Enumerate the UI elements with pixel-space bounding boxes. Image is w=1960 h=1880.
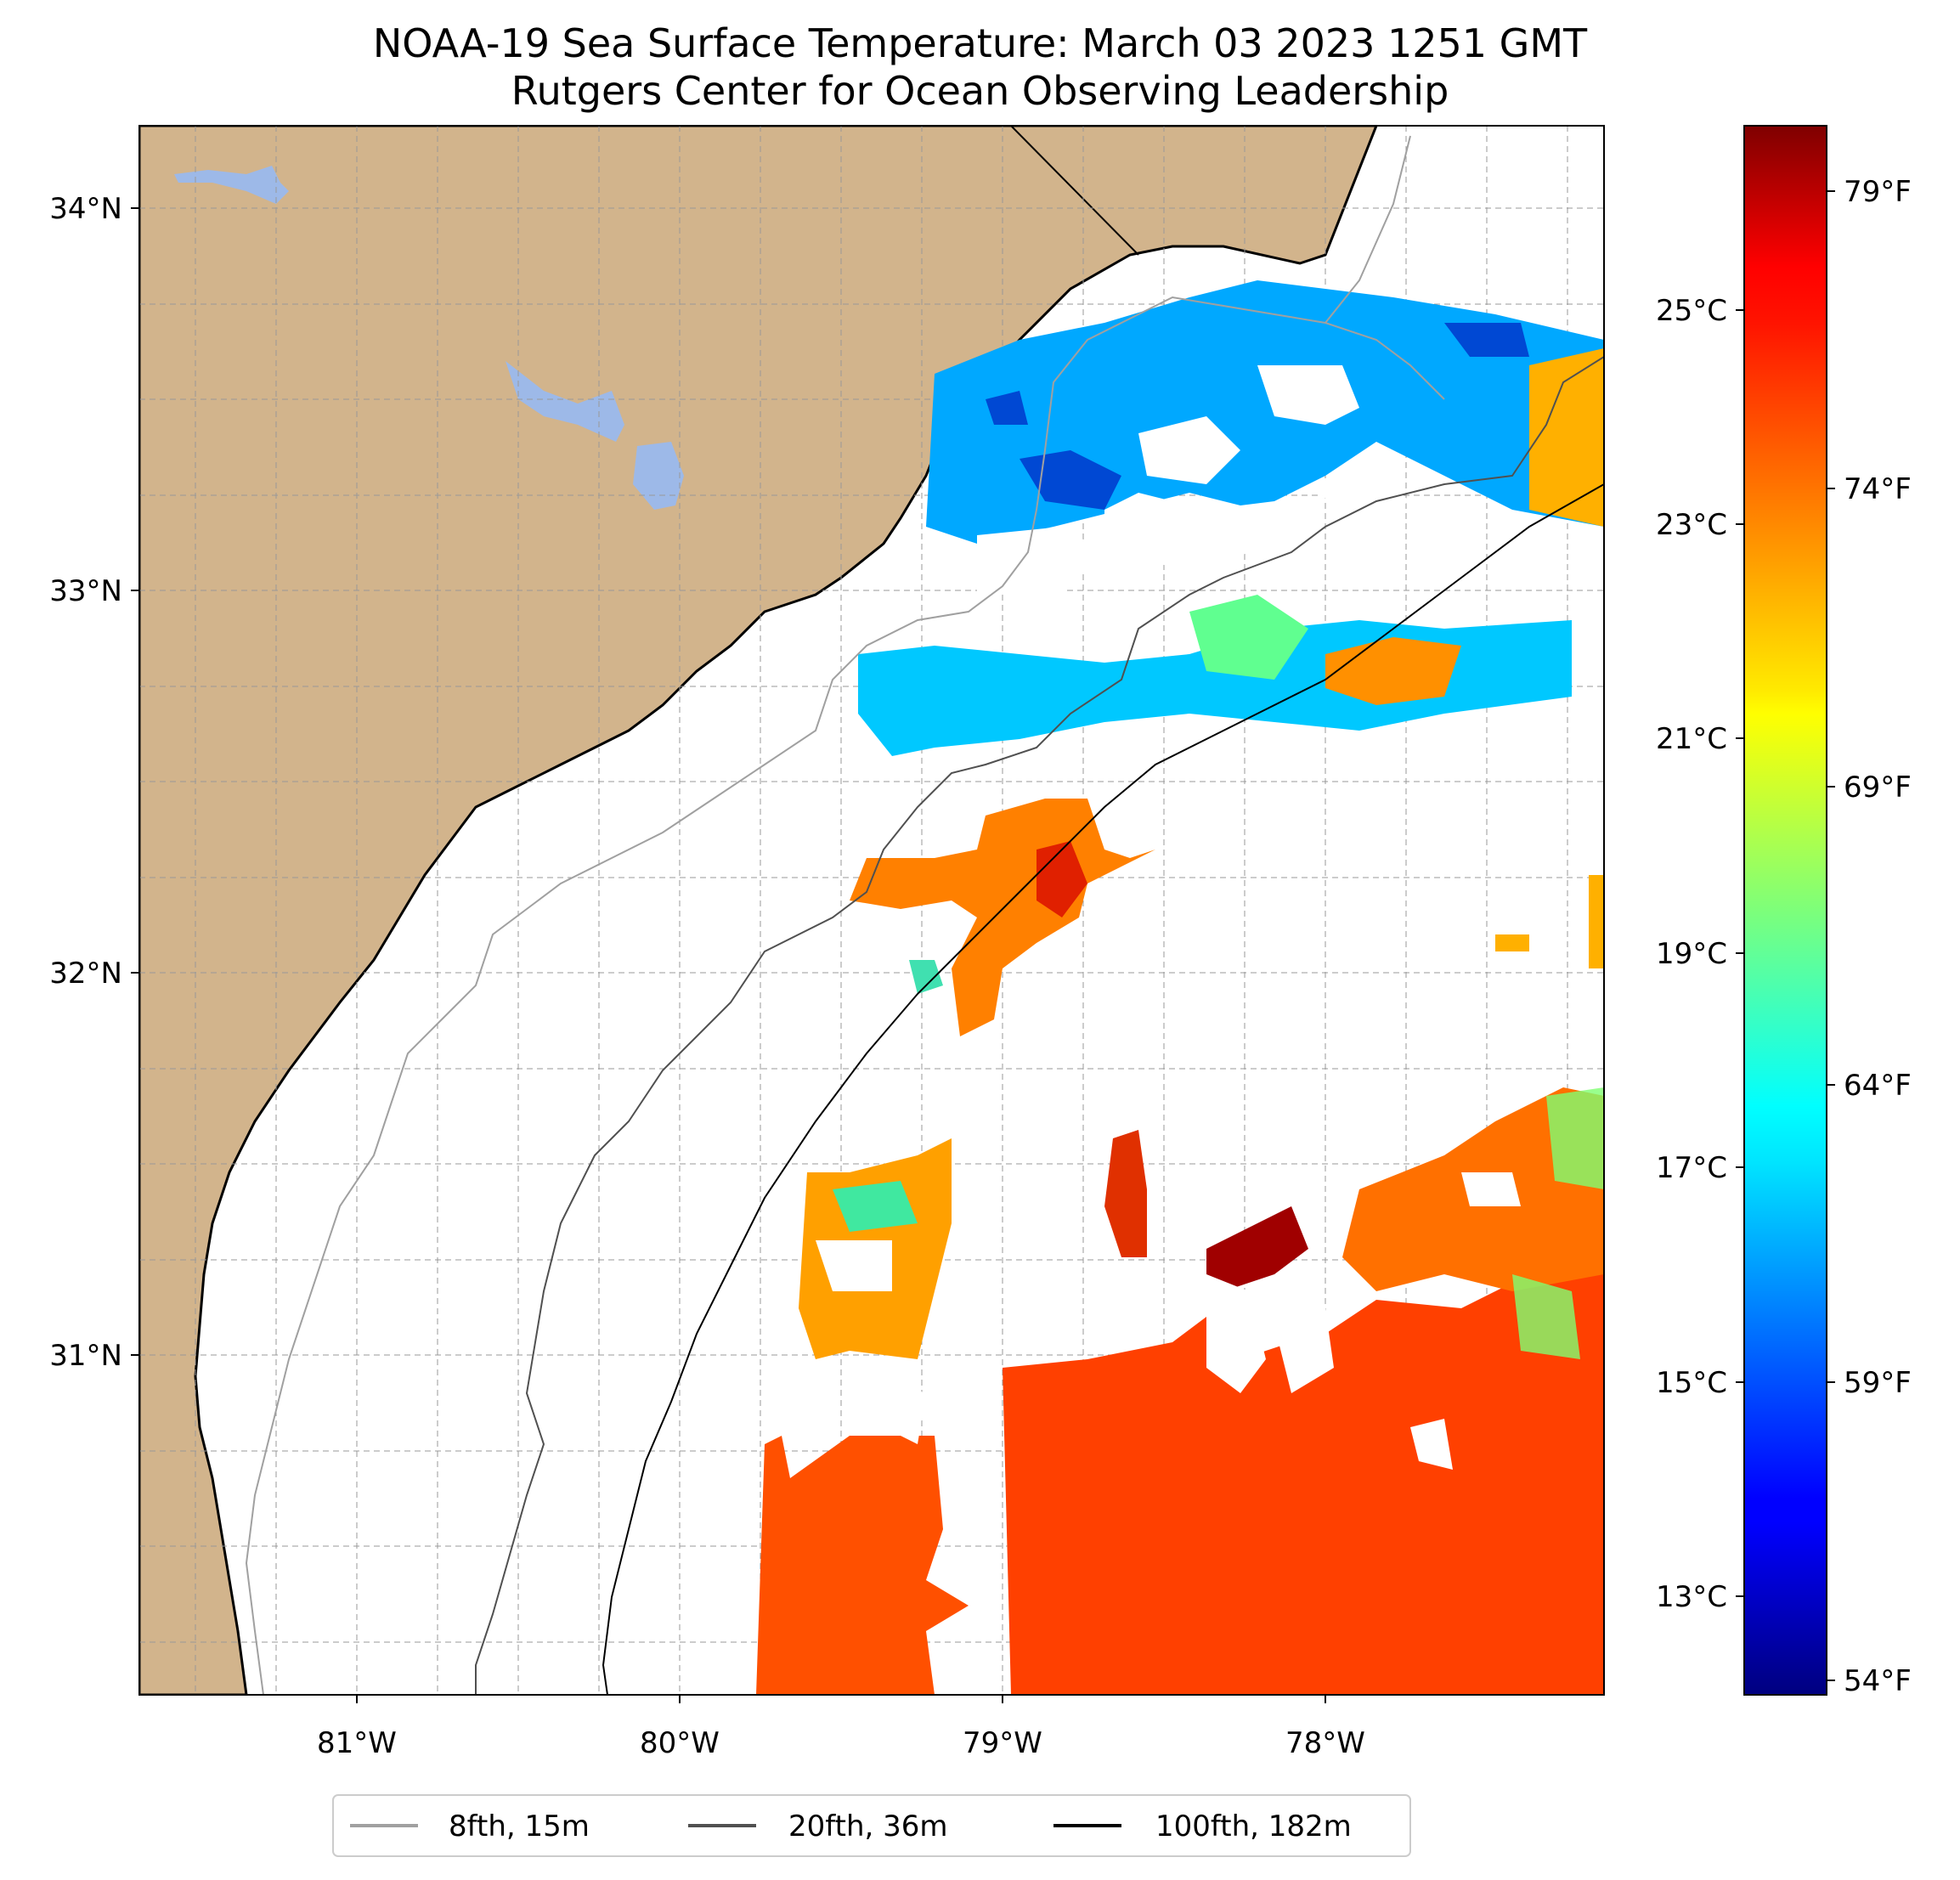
colorbar-label-23c: 23°C (1656, 508, 1727, 542)
sst-data (756, 280, 1604, 1695)
colorbar-label-19c: 19°C (1656, 937, 1727, 971)
lon-label-79w: 79°W (963, 1726, 1042, 1760)
sst-east-green (1512, 1087, 1604, 1359)
lake-north (174, 166, 289, 204)
map-title: NOAA-19 Sea Surface Temperature: March 0… (372, 20, 1588, 66)
lon-label-78w: 78°W (1285, 1726, 1365, 1760)
isobath-20fth (475, 356, 1604, 1695)
isobath-8fth (245, 135, 1411, 1695)
land-area (139, 126, 1378, 1695)
map-subtitle: Rutgers Center for Ocean Observing Leade… (511, 68, 1449, 114)
lake-moultrie (633, 442, 684, 510)
colorbar-label-74f: 74°F (1844, 472, 1912, 506)
sst-central-warm (850, 799, 1155, 1036)
isobath-legend: 8fth, 15m 20fth, 36m 100fth, 182m (332, 1794, 1411, 1857)
colorbar-label-25c: 25°C (1656, 294, 1727, 328)
x-ticks (356, 1695, 1326, 1703)
sst-tall-patch (1104, 1130, 1147, 1257)
colorbar-label-79f: 79°F (1844, 175, 1912, 209)
sst-north-warm (1529, 348, 1604, 527)
lon-label-80w: 80°W (640, 1726, 720, 1760)
isobath-8fth-branch (1325, 322, 1445, 400)
lat-label-32n: 32°N (49, 957, 122, 991)
y-ticks (131, 207, 139, 1356)
legend-label-8fth: 8fth, 15m (449, 1809, 590, 1843)
lat-label-31n: 31°N (49, 1339, 122, 1373)
colorbar-label-21c: 21°C (1656, 722, 1727, 756)
colorbar-label-64f: 64°F (1844, 1069, 1912, 1103)
colorbar-celsius-ticks (1736, 309, 1744, 1597)
sst-hot-spot (1206, 1206, 1308, 1291)
lake-marion (506, 361, 624, 442)
colorbar-label-59f: 59°F (1844, 1366, 1912, 1400)
sst-small-cyan (909, 960, 943, 994)
sst-south-east (1003, 1266, 1604, 1695)
sst-south-warm (756, 1436, 969, 1695)
sst-mid-green (1189, 595, 1308, 680)
lat-label-33n: 33°N (49, 574, 122, 608)
legend-label-20fth: 20fth, 36m (788, 1809, 948, 1843)
colorbar-label-69f: 69°F (1844, 771, 1912, 805)
colorbar-label-17c: 17°C (1656, 1151, 1727, 1185)
colorbar (1743, 125, 1827, 1696)
map-frame (138, 125, 1605, 1696)
state-border (1010, 126, 1139, 256)
colorbar-fahrenheit-ticks (1827, 190, 1835, 1681)
sst-right-small (1495, 875, 1604, 968)
sst-central-hot (1036, 841, 1087, 917)
lon-label-81w: 81°W (317, 1726, 397, 1760)
legend-label-100fth: 100fth, 182m (1155, 1809, 1352, 1843)
colorbar-label-54f: 54°F (1844, 1664, 1912, 1698)
sst-west-green (833, 1181, 918, 1232)
colorbar-label-15c: 15°C (1656, 1366, 1727, 1400)
colorbar-label-13c: 13°C (1656, 1580, 1727, 1614)
lat-label-34n: 34°N (49, 192, 122, 226)
isobath-100fth (602, 483, 1604, 1695)
legend-box (332, 1794, 1411, 1857)
